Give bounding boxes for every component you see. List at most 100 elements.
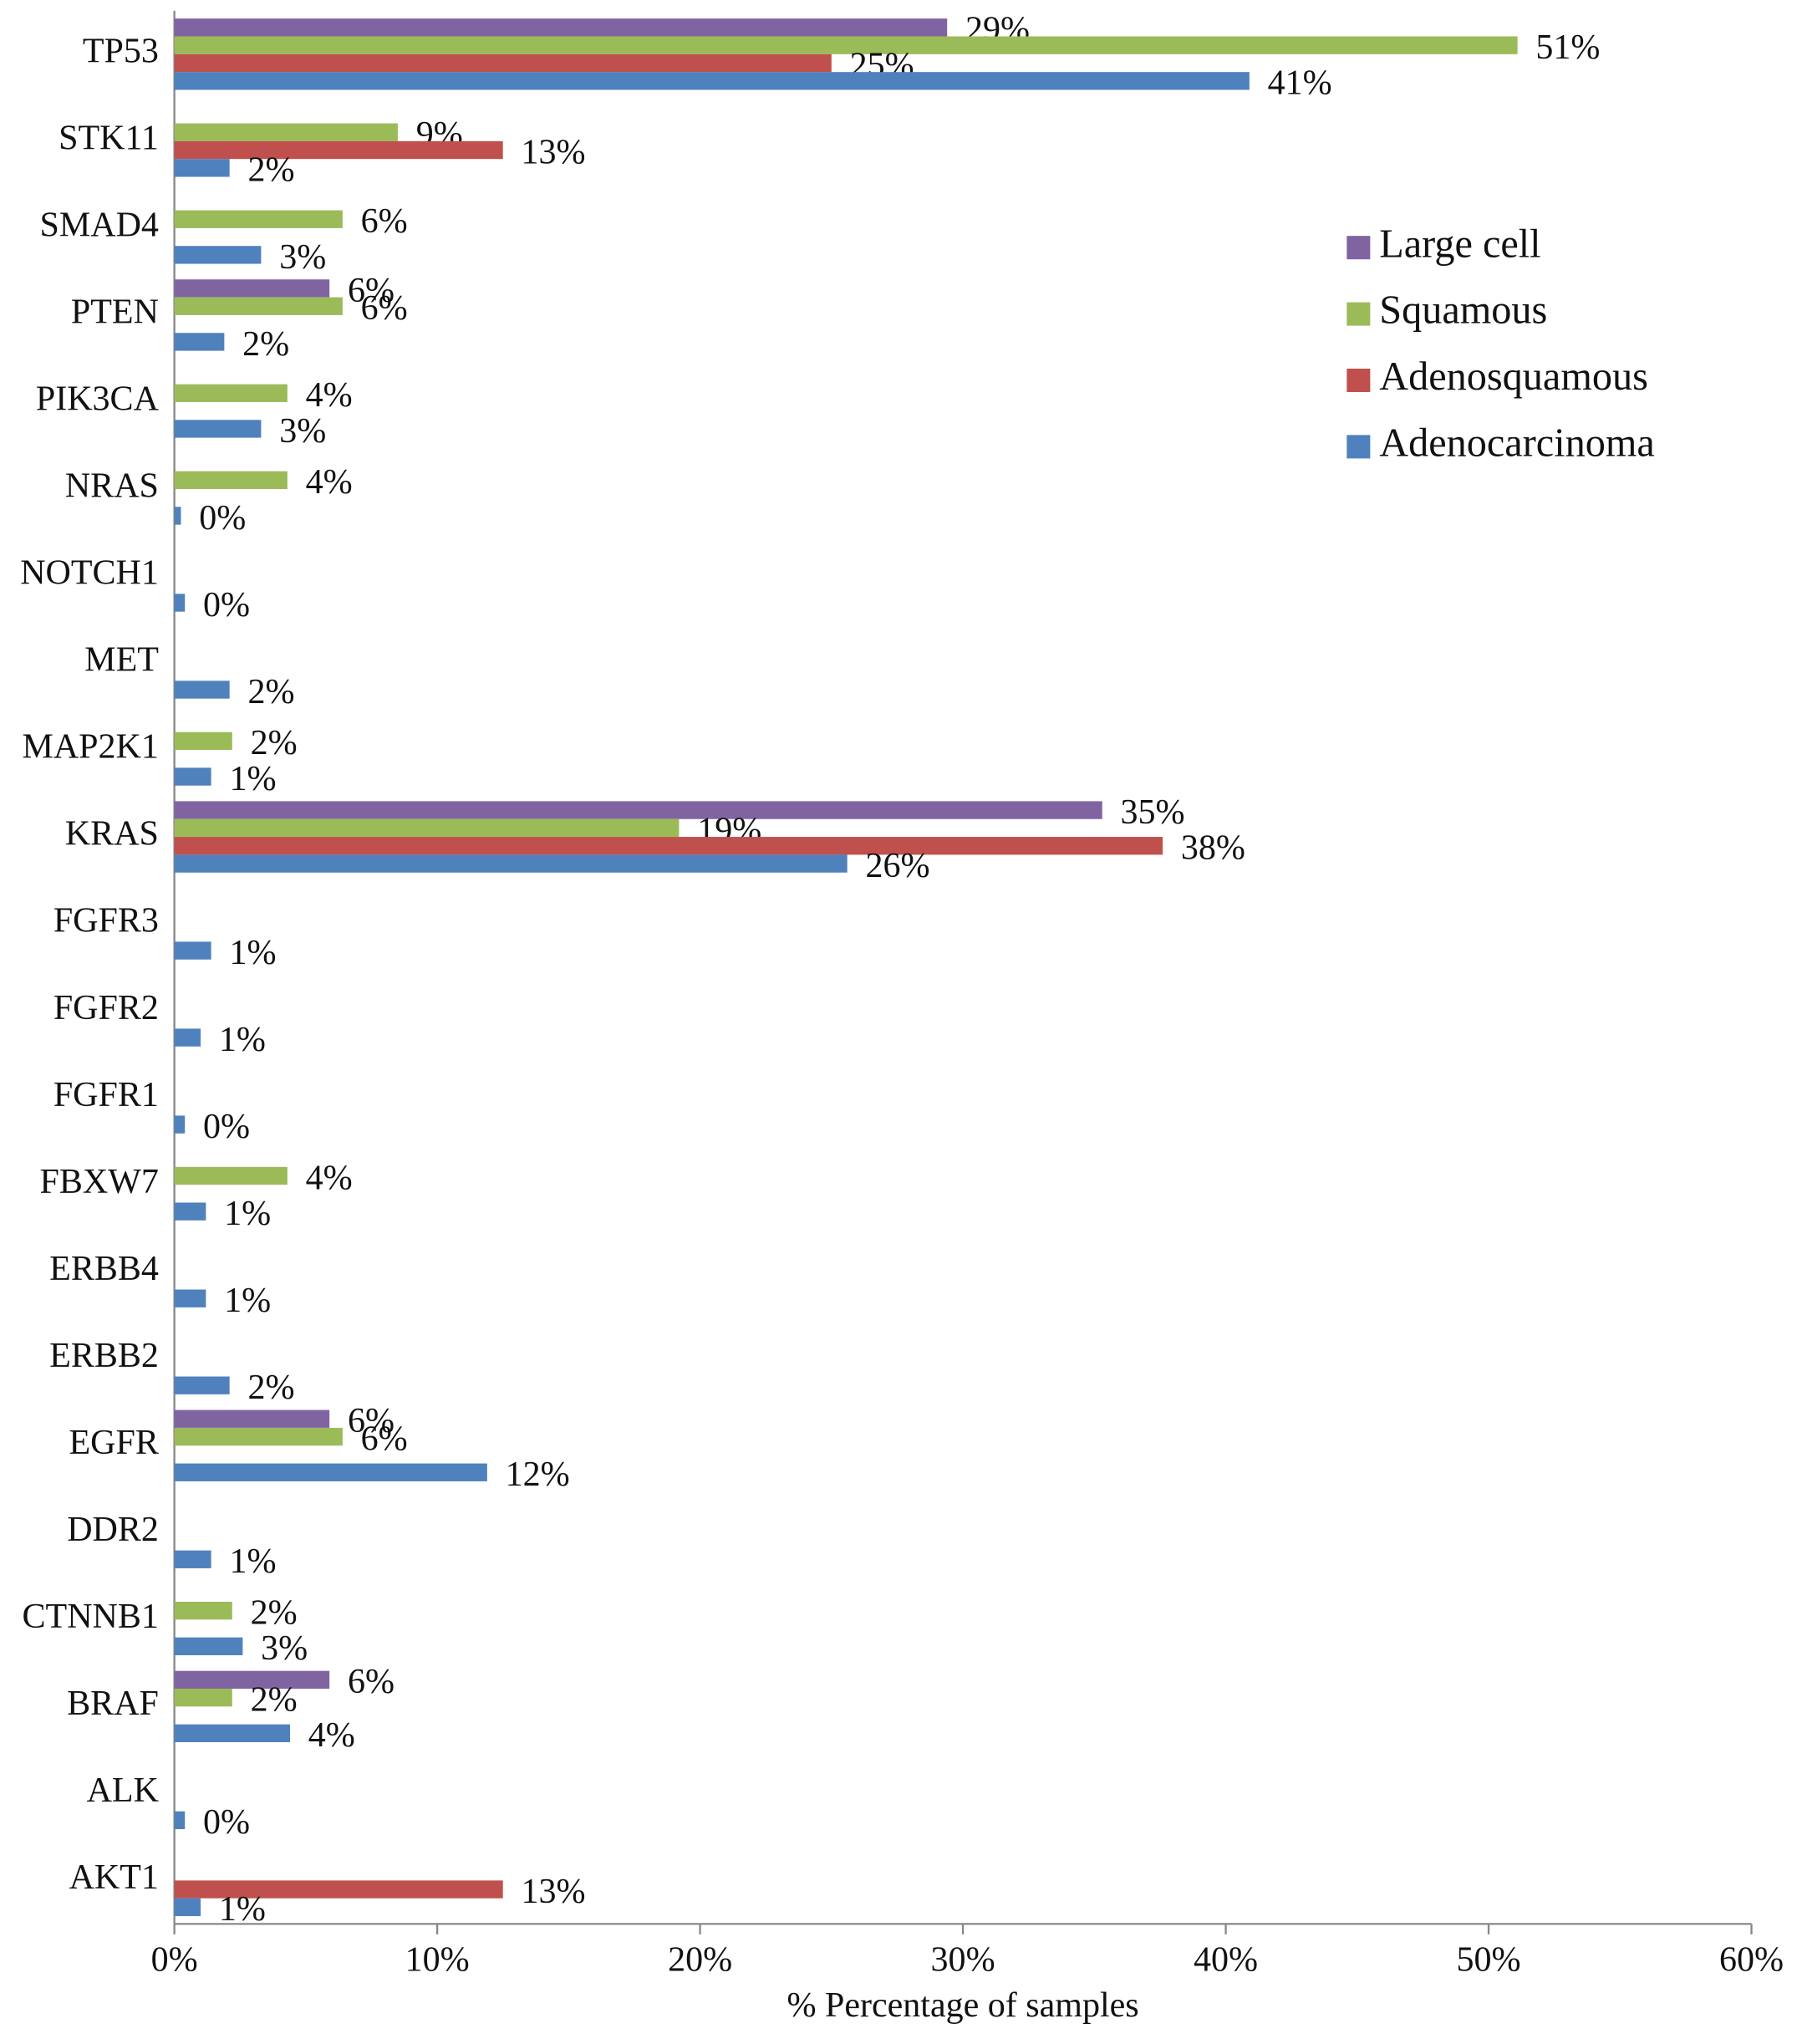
bar <box>174 36 1518 54</box>
data-label: 3% <box>279 412 326 451</box>
x-tick-label: 50% <box>1457 1941 1521 1980</box>
bar <box>174 333 225 351</box>
data-label: 2% <box>247 673 294 711</box>
bar <box>174 1115 186 1134</box>
bar <box>174 384 288 402</box>
x-axis-label: % Percentage of samples <box>787 1986 1138 2025</box>
bar <box>174 1289 206 1307</box>
y-tick-label: NOTCH1 <box>20 554 159 593</box>
bar <box>174 837 1163 855</box>
data-label: 6% <box>348 1402 395 1440</box>
bar <box>174 140 503 160</box>
legend-swatch <box>1346 435 1371 459</box>
y-tick-label: ERBB4 <box>49 1250 159 1288</box>
data-label: 1% <box>229 760 276 798</box>
y-tick-label: AKT1 <box>69 1858 159 1897</box>
y-tick-label: KRAS <box>65 815 159 854</box>
legend-label: Large cell <box>1379 222 1540 266</box>
data-label: 2% <box>247 1369 294 1407</box>
data-label: 1% <box>224 1282 271 1320</box>
x-tick-label: 20% <box>668 1941 732 1980</box>
data-label: 2% <box>251 1594 298 1633</box>
data-label: 2% <box>251 724 298 762</box>
bar <box>174 123 398 141</box>
x-tick-label: 60% <box>1719 1941 1784 1980</box>
bar <box>174 1811 186 1830</box>
legend-label: Adenosquamous <box>1379 354 1648 399</box>
data-label: 6% <box>361 202 408 241</box>
data-label: 0% <box>199 499 246 538</box>
bar <box>174 1601 232 1620</box>
data-label: 4% <box>306 463 353 502</box>
bar <box>174 54 832 73</box>
bar <box>174 1670 330 1689</box>
bar <box>174 1427 343 1446</box>
data-label: 6% <box>361 1420 408 1458</box>
bar <box>174 1724 290 1742</box>
bar <box>174 507 181 525</box>
y-tick-label: FBXW7 <box>40 1163 159 1201</box>
data-label: 51% <box>1535 28 1600 67</box>
data-label: 1% <box>219 1890 266 1929</box>
bar <box>174 801 1102 819</box>
y-tick-label: FGFR1 <box>53 1076 159 1114</box>
data-label: 2% <box>247 151 294 190</box>
legend-swatch <box>1346 368 1371 392</box>
y-tick-label: MET <box>84 641 159 680</box>
data-label: 0% <box>203 586 250 624</box>
y-tick-label: FGFR2 <box>53 989 159 1027</box>
y-tick-label: FGFR3 <box>53 902 159 940</box>
data-label: 0% <box>203 1803 250 1842</box>
bar <box>174 680 230 699</box>
data-label: 6% <box>348 1663 395 1701</box>
data-label: 4% <box>306 376 353 415</box>
bar <box>174 246 262 264</box>
x-tick-label: 40% <box>1194 1941 1258 1980</box>
y-tick-label: NRAS <box>65 467 159 506</box>
data-label: 13% <box>522 1873 586 1911</box>
y-tick-label: MAP2K1 <box>22 728 158 767</box>
legend-swatch <box>1346 302 1371 326</box>
bar <box>174 1376 230 1394</box>
bar <box>174 1637 243 1655</box>
y-tick-label: BRAF <box>67 1685 159 1723</box>
y-tick-label: ERBB2 <box>49 1337 159 1375</box>
bar <box>174 594 186 612</box>
data-label: 6% <box>361 289 408 328</box>
data-label: 6% <box>348 272 395 310</box>
data-label: 38% <box>1181 829 1245 868</box>
data-label: 2% <box>242 325 289 364</box>
data-label: 1% <box>229 1542 276 1581</box>
data-label: 35% <box>1121 793 1185 832</box>
y-tick-label: PTEN <box>71 293 159 332</box>
y-tick-label: PIK3CA <box>36 380 160 419</box>
data-label: 12% <box>506 1455 570 1494</box>
y-tick-label: CTNNB1 <box>23 1598 159 1636</box>
data-label: 4% <box>308 1716 355 1755</box>
bar <box>174 471 288 489</box>
y-tick-label: TP53 <box>83 32 159 70</box>
bar <box>174 854 848 873</box>
y-tick-label: STK11 <box>59 120 159 158</box>
bar <box>174 1166 288 1185</box>
bar <box>174 210 343 228</box>
bar <box>174 818 680 838</box>
bar <box>174 1409 330 1428</box>
data-label: 1% <box>219 1021 266 1059</box>
data-label: 0% <box>203 1108 250 1146</box>
bar <box>174 72 1250 90</box>
bar <box>174 1550 211 1568</box>
bar <box>174 1463 487 1481</box>
bar <box>174 18 948 37</box>
bar <box>174 1688 232 1707</box>
y-tick-label: DDR2 <box>67 1511 159 1549</box>
bar <box>174 767 211 786</box>
bar <box>174 1880 503 1899</box>
y-tick-label: EGFR <box>69 1424 159 1462</box>
data-label: 1% <box>224 1195 271 1233</box>
data-label: 3% <box>261 1629 308 1668</box>
data-label: 1% <box>229 934 276 972</box>
legend-swatch <box>1346 236 1371 260</box>
